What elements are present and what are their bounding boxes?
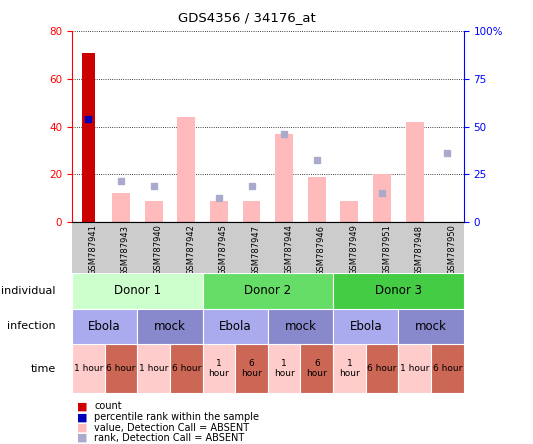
Text: GSM787948: GSM787948 — [415, 225, 424, 276]
Bar — [373, 174, 391, 222]
Text: 1
hour: 1 hour — [339, 359, 360, 378]
Text: mock: mock — [154, 320, 186, 333]
Text: mock: mock — [415, 320, 447, 333]
Bar — [203, 309, 268, 344]
Text: GSM787949: GSM787949 — [350, 225, 359, 275]
Bar — [268, 344, 301, 393]
Text: GSM787945: GSM787945 — [219, 225, 228, 275]
Text: mock: mock — [285, 320, 317, 333]
Text: GDS4356 / 34176_at: GDS4356 / 34176_at — [177, 12, 316, 24]
Text: Donor 2: Donor 2 — [244, 284, 292, 297]
Text: ■: ■ — [77, 433, 88, 443]
Text: percentile rank within the sample: percentile rank within the sample — [94, 412, 260, 422]
Text: 1 hour: 1 hour — [400, 364, 430, 373]
Text: 1 hour: 1 hour — [74, 364, 103, 373]
Bar — [203, 273, 333, 309]
Bar — [275, 134, 293, 222]
Bar — [398, 309, 464, 344]
Bar — [398, 344, 431, 393]
Text: infection: infection — [7, 321, 55, 331]
Bar — [333, 273, 464, 309]
Text: Ebola: Ebola — [350, 320, 382, 333]
Bar — [333, 344, 366, 393]
Text: GSM787940: GSM787940 — [154, 225, 163, 275]
Bar — [406, 122, 424, 222]
Bar — [144, 201, 163, 222]
Text: GSM787944: GSM787944 — [284, 225, 293, 275]
Text: GSM787950: GSM787950 — [447, 225, 456, 275]
Text: 6
hour: 6 hour — [241, 359, 262, 378]
Text: individual: individual — [1, 286, 55, 296]
Text: Donor 3: Donor 3 — [375, 284, 422, 297]
Bar — [138, 344, 170, 393]
Bar — [138, 309, 203, 344]
Bar — [112, 194, 130, 222]
Text: value, Detection Call = ABSENT: value, Detection Call = ABSENT — [94, 423, 249, 432]
Bar — [170, 344, 203, 393]
Text: rank, Detection Call = ABSENT: rank, Detection Call = ABSENT — [94, 433, 245, 443]
Text: ■: ■ — [77, 412, 88, 422]
Text: ■: ■ — [77, 423, 88, 432]
Text: time: time — [30, 364, 55, 373]
Bar — [210, 201, 228, 222]
Text: 6 hour: 6 hour — [106, 364, 135, 373]
Text: GSM787946: GSM787946 — [317, 225, 326, 276]
Bar — [301, 344, 333, 393]
Bar — [203, 344, 235, 393]
Text: 1
hour: 1 hour — [208, 359, 229, 378]
Text: count: count — [94, 401, 122, 411]
Text: GSM787943: GSM787943 — [121, 225, 130, 276]
Text: 6 hour: 6 hour — [433, 364, 462, 373]
Text: 1 hour: 1 hour — [139, 364, 168, 373]
Text: GSM787941: GSM787941 — [88, 225, 98, 275]
Bar — [308, 177, 326, 222]
Bar — [82, 52, 95, 222]
Text: Ebola: Ebola — [88, 320, 121, 333]
Bar — [431, 344, 464, 393]
Text: ■: ■ — [77, 401, 88, 411]
Bar — [341, 201, 358, 222]
Text: Donor 1: Donor 1 — [114, 284, 161, 297]
Bar — [243, 201, 261, 222]
Text: 6
hour: 6 hour — [306, 359, 327, 378]
Text: 6 hour: 6 hour — [367, 364, 397, 373]
Bar — [366, 344, 398, 393]
Bar — [72, 273, 203, 309]
Bar — [104, 344, 138, 393]
Text: GSM787951: GSM787951 — [382, 225, 391, 275]
Bar — [333, 309, 398, 344]
Bar — [268, 309, 333, 344]
Bar — [72, 309, 138, 344]
Text: Ebola: Ebola — [219, 320, 252, 333]
Bar — [72, 344, 104, 393]
Bar — [177, 117, 195, 222]
Text: 6 hour: 6 hour — [172, 364, 201, 373]
Bar — [235, 344, 268, 393]
Text: 1
hour: 1 hour — [274, 359, 295, 378]
Text: GSM787942: GSM787942 — [186, 225, 195, 275]
Text: GSM787947: GSM787947 — [252, 225, 261, 276]
